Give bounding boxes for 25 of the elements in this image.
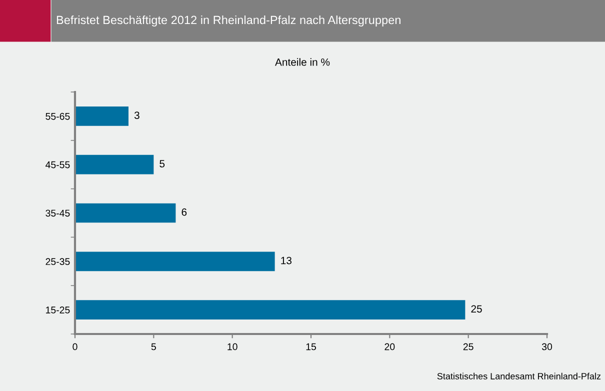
x-tick-label: 25 <box>463 343 474 350</box>
data-label: 13 <box>281 256 292 264</box>
x-tick-label: 0 <box>72 343 78 350</box>
x-tick-label: 15 <box>306 343 316 350</box>
chart-title: Befristet Beschäftigte 2012 in Rheinland-Pfalz nach Altersgruppen <box>56 16 400 27</box>
bar <box>75 203 176 223</box>
y-tick-label: 25-35 <box>46 258 70 266</box>
data-label: 5 <box>160 160 165 168</box>
y-tick-label: 35-45 <box>46 210 70 217</box>
bar <box>75 106 128 126</box>
data-label: 3 <box>134 112 140 119</box>
y-tick-label: 15-25 <box>46 306 70 314</box>
y-tick-label: 45-55 <box>46 161 70 168</box>
x-tick-label: 20 <box>384 343 395 350</box>
y-tick-label: 55-65 <box>46 112 70 120</box>
x-tick-label: 10 <box>228 343 238 350</box>
data-label: 6 <box>182 208 187 216</box>
text: Statistisches Landesamt Rheinland-Pfalz <box>437 372 601 380</box>
x-tick-label: 5 <box>151 343 156 350</box>
bar <box>75 154 154 174</box>
bar <box>75 252 275 272</box>
x-tick-label: 30 <box>542 343 552 350</box>
bar <box>75 300 466 320</box>
chart-subtitle: Anteile in % <box>275 58 330 66</box>
data-label: 25 <box>471 305 482 313</box>
